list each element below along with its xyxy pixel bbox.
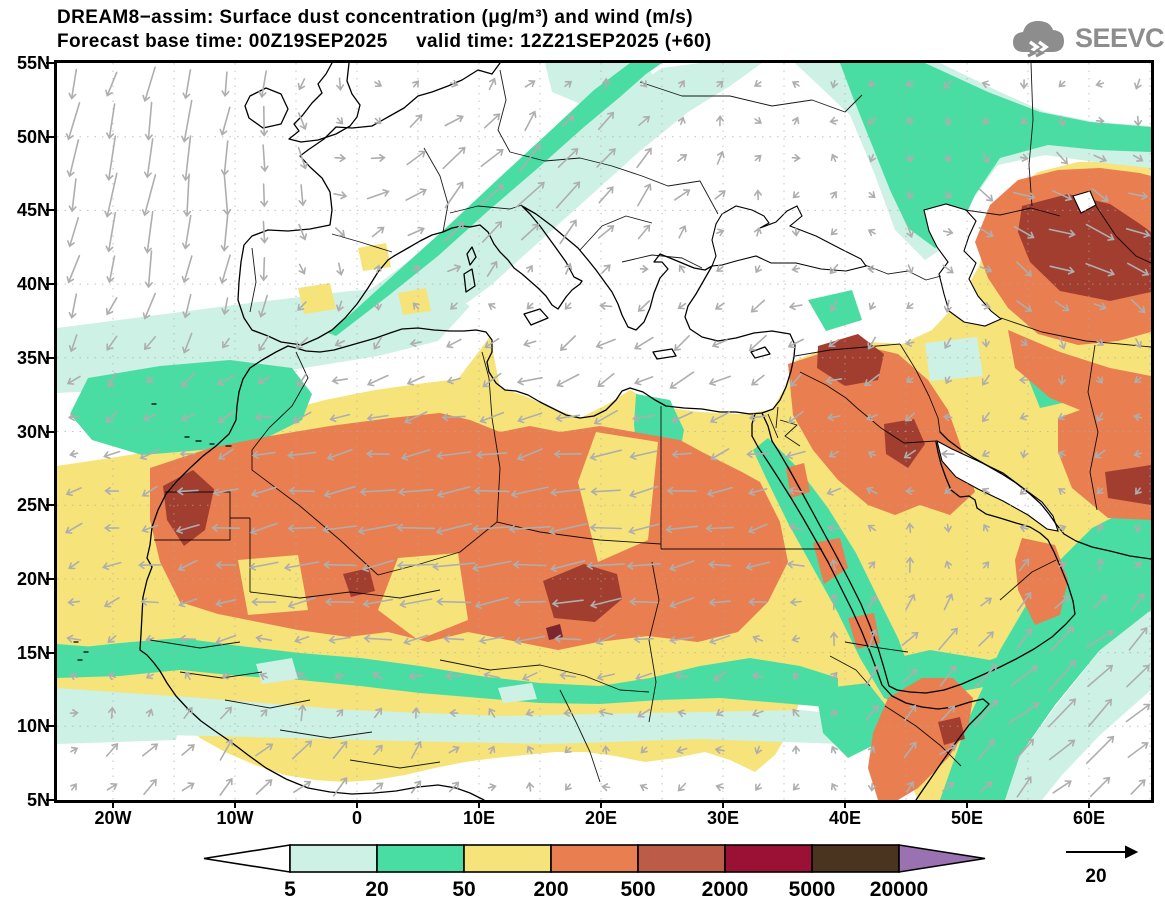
lat-tick-label: 45N <box>16 200 50 221</box>
lat-tick-label: 20N <box>16 568 50 589</box>
lon-tickmark <box>234 801 236 808</box>
colorbar-tick-label: 20000 <box>870 878 928 901</box>
lon-tick-label: 0 <box>351 808 362 828</box>
lon-tick-label: 10W <box>216 808 254 828</box>
colorbar-tick-label: 5000 <box>789 878 836 901</box>
colorbar-cell <box>376 844 465 873</box>
cloud-icon <box>1013 21 1064 58</box>
colorbar-cell <box>811 844 900 873</box>
colorbar-tick-label: 2000 <box>702 878 749 901</box>
lat-tick-label: 25N <box>16 495 50 516</box>
colorbar-cell <box>463 844 552 873</box>
colorbar-tick-label: 50 <box>452 878 475 901</box>
lon-tickmark <box>112 801 114 808</box>
lon-tickmark <box>356 801 358 808</box>
reference-arrow-label: 20 <box>1085 866 1106 887</box>
map-canvas <box>57 63 1151 800</box>
lat-tick-label: 5N <box>26 790 50 810</box>
lon-tickmark <box>1088 801 1090 808</box>
lon-tickmark <box>600 801 602 808</box>
lat-tick-label: 30N <box>16 421 50 442</box>
lon-tickmark <box>478 801 480 808</box>
lat-tickmark <box>46 62 55 64</box>
lon-tick-label: 20W <box>94 808 132 828</box>
chart-title: DREAM8−assim: Surface dust concentration… <box>57 6 712 54</box>
lon-tick-label: 50E <box>950 808 984 828</box>
lat-tickmark <box>46 651 55 654</box>
inland-seas <box>711 190 1097 532</box>
title-line-1: DREAM8−assim: Surface dust concentration… <box>57 7 693 28</box>
lat-tick-label: 50N <box>16 126 50 147</box>
colorbar-tick-label: 200 <box>533 878 568 901</box>
lon-tick-label: 10E <box>462 808 496 828</box>
dust-field <box>57 63 1151 800</box>
colorbar-tick-label: 5 <box>284 878 296 901</box>
colorbar-cell <box>550 844 639 873</box>
title-line-2: Forecast base time: 00Z19SEP2025 valid t… <box>57 31 712 52</box>
colorbar-cell <box>898 844 986 873</box>
lat-tickmark <box>46 430 55 433</box>
lat-tickmark <box>46 577 55 580</box>
lon-tick-label: 30E <box>706 808 740 828</box>
wind-reference: 20 <box>1066 845 1139 887</box>
lon-tick-label: 60E <box>1072 808 1106 828</box>
lat-tick-label: 40N <box>16 274 50 295</box>
reference-arrow-icon <box>1066 845 1139 859</box>
lat-tick-label: 55N <box>16 53 50 73</box>
country-borders <box>149 63 1151 783</box>
colorbar-cell <box>637 844 726 873</box>
lon-tick-label: 40E <box>828 808 862 828</box>
lat-tickmark <box>46 504 55 507</box>
logo-text: SEEVCCC <box>1075 22 1165 53</box>
coastlines <box>73 63 1151 800</box>
colorbar-tick-label: 20 <box>365 878 388 901</box>
colorbar-tick-label: 500 <box>620 878 655 901</box>
lat-tickmark <box>46 135 55 138</box>
lon-tick-label: 20E <box>584 808 618 828</box>
lon-tickmark <box>966 801 968 808</box>
colorbar-cell <box>203 844 291 873</box>
colorbar-cell <box>724 844 813 873</box>
lat-tickmark <box>46 356 55 359</box>
seevccc-logo: SEEVCCC <box>1008 16 1165 60</box>
lat-tickmark <box>46 283 55 286</box>
lat-tick-label: 10N <box>16 716 50 737</box>
wind-arrows <box>65 66 1151 798</box>
lat-tick-label: 15N <box>16 642 50 663</box>
lat-tickmark <box>46 799 55 801</box>
colorbar-legend: 5 20 50 200 500 2000 5000 20000 <box>203 844 986 901</box>
lat-tick-label: 35N <box>16 347 50 368</box>
colorbar-cell <box>289 844 378 873</box>
graticule <box>57 63 1151 800</box>
lat-tickmark <box>46 725 55 728</box>
lon-tickmark <box>844 801 846 808</box>
lon-tickmark <box>722 801 724 808</box>
lat-tickmark <box>46 209 55 212</box>
